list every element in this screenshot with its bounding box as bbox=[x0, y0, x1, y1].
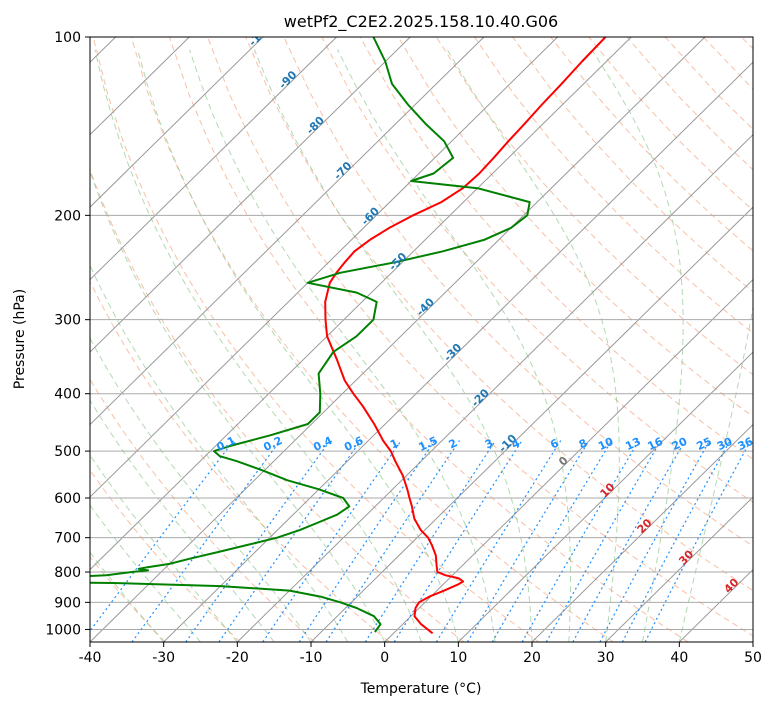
isoline-labels: -100-90-80-70-60-50-40-30-20-10010203040… bbox=[214, 20, 755, 596]
isotherm-label: 20 bbox=[635, 516, 655, 536]
moist-adiabat bbox=[28, 50, 348, 642]
mixing-ratio-line bbox=[326, 441, 459, 642]
dry-adiabat bbox=[513, 37, 775, 642]
y-tick-label: 700 bbox=[54, 531, 81, 547]
dry-adiabat bbox=[436, 37, 775, 642]
dry-adiabat bbox=[17, 37, 390, 642]
dry-adiabat bbox=[551, 37, 775, 642]
isotherm-label: -80 bbox=[304, 114, 327, 138]
chart-title: wetPf2_C2E2.2025.158.10.40.G06 bbox=[284, 12, 558, 32]
x-tick-label: -30 bbox=[152, 650, 175, 666]
mixing-ratio-label: 10 bbox=[596, 435, 616, 453]
x-tick-label: 30 bbox=[597, 650, 615, 666]
dry-adiabat bbox=[0, 37, 315, 642]
y-tick-label: 500 bbox=[54, 444, 81, 460]
dry-adiabat bbox=[665, 37, 775, 642]
moist-adiabat bbox=[95, 50, 422, 642]
x-axis-title: Temperature (°C) bbox=[360, 681, 482, 697]
dry-adiabat bbox=[360, 37, 775, 642]
mixing-ratio-label: 20 bbox=[670, 435, 690, 453]
isotherm bbox=[0, 37, 410, 642]
isotherm bbox=[0, 37, 337, 642]
mixing-ratio-line bbox=[522, 441, 639, 642]
mixing-ratio-line bbox=[186, 441, 330, 642]
isotherm-label: -90 bbox=[276, 68, 299, 92]
dry-adiabat bbox=[322, 37, 775, 642]
mixing-ratio-line bbox=[645, 441, 751, 642]
isotherm bbox=[311, 37, 775, 642]
x-tick-label: 20 bbox=[523, 650, 541, 666]
moist-adiabat bbox=[1, 50, 312, 642]
x-tick-label: -40 bbox=[79, 650, 102, 666]
dry-adiabat bbox=[284, 37, 775, 642]
mixing-ratio-line bbox=[573, 441, 685, 642]
x-tick-label: -10 bbox=[300, 650, 323, 666]
y-axis-title: Pressure (hPa) bbox=[12, 289, 28, 389]
x-tick-label: 0 bbox=[380, 650, 389, 666]
mixing-ratio-line bbox=[492, 441, 611, 642]
background-lines bbox=[0, 37, 775, 642]
isotherm-label: -50 bbox=[386, 250, 409, 274]
moist-adiabat bbox=[592, 50, 683, 642]
y-tick-label: 600 bbox=[54, 491, 81, 507]
x-tick-label: 50 bbox=[744, 650, 762, 666]
dry-adiabat bbox=[208, 37, 763, 642]
isotherm-label: 40 bbox=[721, 576, 741, 596]
moist-adiabat bbox=[138, 50, 459, 642]
x-tick-label: 40 bbox=[670, 650, 688, 666]
profiles bbox=[0, 37, 605, 633]
x-tick-label: 10 bbox=[449, 650, 467, 666]
dry-adiabat bbox=[741, 37, 775, 642]
moist-adiabat bbox=[447, 50, 619, 642]
isotherm bbox=[16, 37, 631, 642]
x-axis-ticks: -40 -30 -20 -10 0 10 20 30 40 50 bbox=[79, 642, 762, 666]
isotherm bbox=[753, 37, 775, 642]
isotherm-label: -40 bbox=[414, 295, 437, 319]
mixing-ratio-label: 2 bbox=[447, 436, 459, 451]
mixing-ratio-label: 36 bbox=[736, 435, 756, 453]
isotherm bbox=[0, 37, 484, 642]
isotherm-label: 30 bbox=[676, 547, 696, 567]
isotherm-label: 0 bbox=[556, 454, 571, 469]
isotherm bbox=[532, 37, 775, 642]
mixing-ratio-label: 16 bbox=[646, 435, 666, 453]
isotherm bbox=[458, 37, 775, 642]
dry-adiabat bbox=[0, 37, 240, 642]
mixing-ratio-label: 13 bbox=[623, 435, 642, 453]
y-tick-label: 200 bbox=[54, 208, 81, 224]
y-tick-label: 300 bbox=[54, 313, 81, 329]
isotherm bbox=[0, 37, 558, 642]
x-tick-label: -20 bbox=[226, 650, 249, 666]
moist-adiabat bbox=[679, 50, 768, 642]
dry-adiabat bbox=[703, 37, 775, 642]
y-axis-ticks: 100 200 300 400 500 600 700 800 900 1000 bbox=[45, 30, 90, 638]
mixing-ratio-line bbox=[263, 441, 401, 642]
isotherm bbox=[90, 37, 705, 642]
y-tick-label: 900 bbox=[54, 595, 81, 611]
y-tick-label: 1000 bbox=[45, 622, 81, 638]
mixing-ratio-label: 30 bbox=[715, 435, 735, 453]
mixing-ratio-label: 4 bbox=[509, 436, 522, 451]
dry-adiabat bbox=[398, 37, 775, 642]
mixing-ratio-label: 25 bbox=[695, 435, 714, 453]
y-tick-label: 800 bbox=[54, 565, 81, 581]
plot-frame bbox=[90, 37, 753, 642]
temperature-profile bbox=[325, 37, 605, 633]
isotherm bbox=[385, 37, 775, 642]
mixing-ratio-line bbox=[622, 441, 730, 642]
y-tick-label: 400 bbox=[54, 387, 81, 403]
isotherm-label: -60 bbox=[359, 204, 382, 228]
y-tick-label: 100 bbox=[54, 30, 81, 46]
isotherm-label: -100 bbox=[246, 20, 275, 49]
